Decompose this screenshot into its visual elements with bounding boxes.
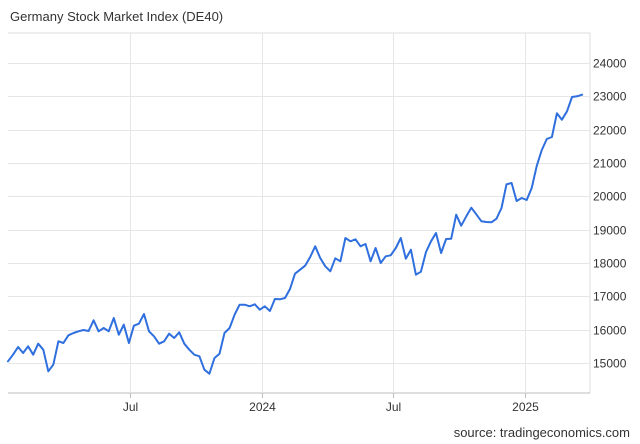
chart-title: Germany Stock Market Index (DE40) xyxy=(10,9,224,24)
x-tick-label: 2025 xyxy=(512,400,539,414)
y-tick-label: 23000 xyxy=(593,90,627,104)
y-tick-label: 24000 xyxy=(593,57,627,71)
y-tick-label: 15000 xyxy=(593,357,627,371)
source-credit: source: tradingeconomics.com xyxy=(453,425,630,440)
x-tick-label: Jul xyxy=(386,400,401,414)
grid-lines xyxy=(8,32,591,394)
y-tick-label: 16000 xyxy=(593,324,627,338)
y-tick-label: 18000 xyxy=(593,257,627,271)
y-axis: 15000 16000 17000 18000 19000 20000 21000 22000… xyxy=(593,57,627,371)
plot-area xyxy=(7,93,584,375)
x-axis: Jul 2024 Jul 2025 xyxy=(123,393,539,414)
x-tick-label: Jul xyxy=(123,400,138,414)
x-tick-label: 2024 xyxy=(249,400,276,414)
y-tick-label: 17000 xyxy=(593,290,627,304)
series-line xyxy=(7,93,584,375)
y-tick-label: 22000 xyxy=(593,124,627,138)
y-tick-label: 21000 xyxy=(593,157,627,171)
y-tick-label: 20000 xyxy=(593,190,627,204)
y-tick-label: 19000 xyxy=(593,224,627,238)
